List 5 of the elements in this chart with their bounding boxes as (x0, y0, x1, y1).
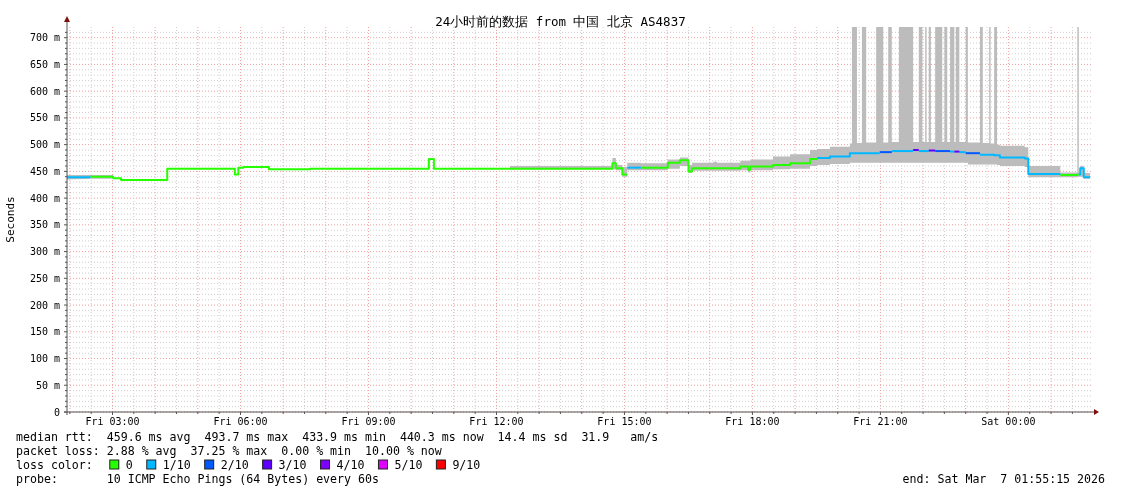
annotation: packet loss: 2.88 % avg 37.25 % max 0.00 % min 10.00 % now (16, 444, 442, 458)
title: 24小时前的数据 from 中国 北京 AS4837 (435, 14, 686, 29)
annotation: median rtt: 459.6 ms avg 493.7 ms max 433.9 ms min 440.3 ms now 14.4 ms sd 31.9 am/s (16, 430, 659, 444)
annotation: probe: 10 ICMP Echo Pings (64 Bytes) every 60s (16, 472, 379, 486)
annotation: end: Sat Mar 7 01:55:15 2026 (902, 472, 1105, 486)
